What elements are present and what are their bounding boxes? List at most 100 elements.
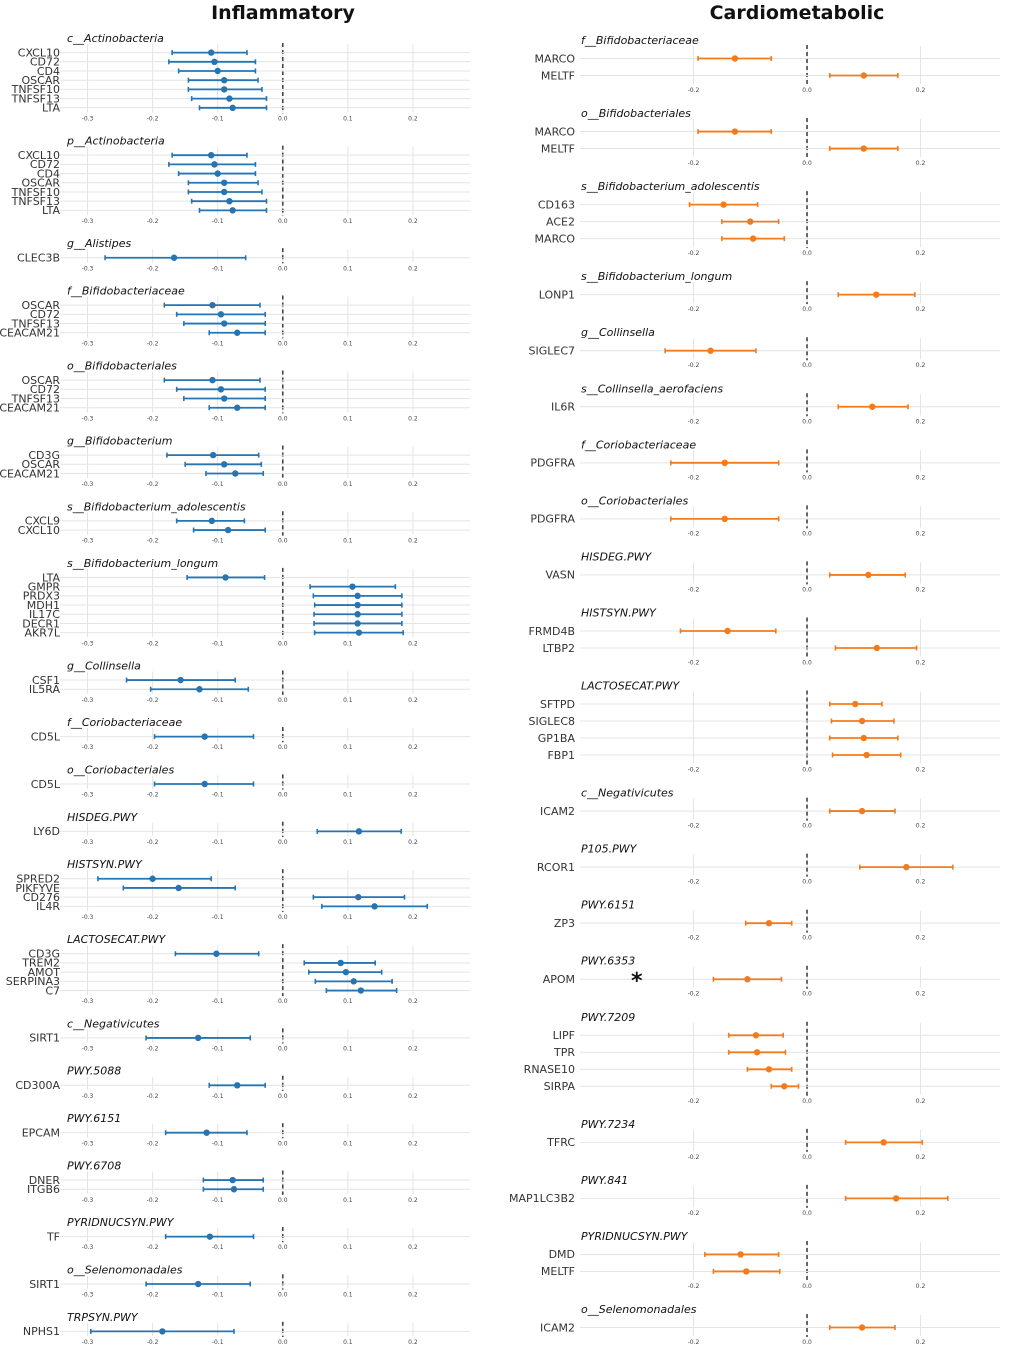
panel-title: s__Bifidobacterium_adolescentis — [581, 180, 760, 193]
y-tick-label: ZP3 — [554, 917, 575, 930]
x-tick-label: -0.2 — [688, 1154, 700, 1161]
point-estimate — [860, 734, 867, 742]
x-tick-label: 0.0 — [278, 218, 288, 225]
y-tick-label: TNFSF10 — [11, 83, 60, 96]
x-tick-label: 0.2 — [916, 879, 926, 886]
y-tick-label: CXCL9 — [25, 515, 60, 528]
inflam-panel-hisdeg-pwy: HISDEG.PWY LY6D -0.3 -0.2 -0.1 0.0 0.1 0.2 — [33, 811, 470, 846]
x-tick-label: 0.2 — [916, 991, 926, 998]
x-tick-label: 0.0 — [802, 160, 812, 167]
point-estimate — [211, 161, 218, 168]
y-tick-label: TFRC — [546, 1136, 575, 1149]
x-tick-label: -0.1 — [212, 340, 224, 347]
y-tick-label: ICAM2 — [540, 805, 575, 818]
y-tick-label: SIRT1 — [29, 1278, 60, 1291]
y-tick-label: PIKFYVE — [15, 882, 60, 895]
x-tick-label: 0.0 — [802, 991, 812, 998]
panel-title: o__Bifidobacteriales — [67, 360, 177, 373]
x-tick-label: 0.1 — [343, 1197, 353, 1204]
x-tick-label: 0.2 — [408, 1197, 418, 1204]
panel-title: HISTSYN.PWY — [581, 606, 657, 619]
x-tick-label: 0.1 — [343, 697, 353, 704]
y-tick-label: TNFSF10 — [11, 186, 60, 199]
y-tick-label: EPCAM — [22, 1126, 60, 1139]
y-tick-label: MARCO — [535, 125, 576, 138]
point-estimate — [743, 1268, 750, 1275]
x-tick-label: -0.2 — [688, 160, 700, 167]
panel-title: HISDEG.PWY — [581, 550, 652, 563]
panel-title: g__Bifidobacterium — [67, 435, 173, 448]
point-estimate — [707, 347, 714, 354]
y-tick-label: AKR7L — [24, 626, 60, 639]
x-tick-label: 0.1 — [343, 1093, 353, 1100]
point-estimate — [731, 55, 739, 62]
x-tick-label: 0.0 — [802, 879, 812, 886]
x-tick-label: 0.2 — [916, 823, 926, 830]
x-tick-label: -0.3 — [82, 265, 94, 272]
x-tick-label: -0.2 — [147, 1339, 159, 1346]
point-estimate — [371, 903, 378, 910]
point-estimate — [213, 950, 220, 957]
inflam-panel-pwy-6151: PWY.6151 EPCAM -0.3 -0.2 -0.1 0.0 0.1 0.2 — [22, 1112, 470, 1147]
point-estimate — [350, 978, 357, 985]
inflam-panel-f-bifidobacteriaceae: f__Bifidobacteriaceae OSCARCD72TNFSF13CEA… — [0, 285, 470, 347]
x-tick-label: 0.2 — [916, 767, 926, 774]
y-tick-label: MELTF — [541, 1265, 575, 1278]
y-tick-label: TNFSF13 — [11, 392, 60, 405]
inflam-panel-c-actinobacteria: c__ActinobacteriaCXCL10CD72CD4OSCARTNFSF… — [11, 32, 470, 122]
x-tick-label: 0.2 — [916, 1339, 926, 1346]
x-tick-label: -0.1 — [212, 1197, 224, 1204]
point-estimate — [194, 1280, 202, 1288]
cardio-panel-o-selenomonadales: o__Selenomonadales ICAM2 -0.2 0.0 0.2 — [540, 1303, 1000, 1346]
x-tick-label: 0.2 — [916, 87, 926, 94]
x-tick-label: 0.2 — [916, 418, 926, 425]
x-tick-label: 0.2 — [916, 474, 926, 481]
x-tick-label: -0.2 — [147, 640, 159, 647]
y-tick-label: RNASE10 — [524, 1063, 575, 1076]
x-tick-label: 0.2 — [916, 1210, 926, 1217]
panel-title: f__Bifidobacteriaceae — [581, 34, 699, 47]
point-estimate — [229, 104, 236, 112]
point-estimate — [355, 893, 362, 901]
point-estimate — [744, 976, 751, 983]
point-estimate — [860, 72, 867, 79]
panel-title: s__Bifidobacterium_longum — [67, 557, 218, 570]
point-estimate — [203, 1129, 210, 1136]
x-tick-label: 0.0 — [278, 265, 288, 272]
point-estimate — [765, 919, 773, 927]
x-tick-label: -0.2 — [147, 744, 159, 751]
x-tick-label: -0.3 — [82, 1093, 94, 1100]
x-tick-label: 0.2 — [916, 935, 926, 942]
x-tick-label: -0.3 — [82, 998, 94, 1005]
x-tick-label: -0.1 — [212, 218, 224, 225]
x-tick-label: 0.1 — [343, 481, 353, 488]
y-tick-label: ITGB6 — [27, 1183, 60, 1196]
panel-title: o__Selenomonadales — [581, 1303, 697, 1316]
y-tick-label: CSF1 — [32, 674, 60, 687]
x-tick-label: 0.1 — [343, 792, 353, 799]
point-estimate — [781, 1083, 788, 1090]
panel-title: LACTOSECAT.PWY — [67, 933, 166, 946]
x-tick-label: 0.2 — [408, 839, 418, 846]
point-estimate — [342, 968, 350, 976]
point-estimate — [209, 301, 216, 309]
x-tick-label: -0.2 — [688, 1339, 700, 1346]
x-tick-label: -0.1 — [212, 1244, 224, 1251]
x-tick-label: -0.3 — [82, 1197, 94, 1204]
x-tick-label: 0.2 — [916, 362, 926, 369]
point-estimate — [209, 451, 217, 459]
cardiometabolic-column: f__Bifidobacteriaceae MARCO MELTF -0.2 0.0 0.… — [509, 34, 1000, 1346]
point-estimate — [220, 86, 228, 93]
x-tick-label: 0.0 — [802, 87, 812, 94]
x-tick-label: 0.0 — [278, 697, 288, 704]
point-estimate — [724, 627, 731, 635]
x-tick-label: 0.0 — [278, 1244, 288, 1251]
x-tick-label: 0.0 — [802, 530, 812, 537]
x-tick-label: 0.0 — [278, 744, 288, 751]
panel-title: f__Coriobacteriaceae — [581, 438, 696, 451]
point-estimate — [217, 311, 225, 318]
x-tick-label: 0.0 — [802, 474, 812, 481]
y-tick-label: CEACAM21 — [0, 467, 60, 480]
point-estimate — [207, 151, 215, 159]
cardio-panel-f-coriobacteriaceae: f__Coriobacteriaceae PDGFRA -0.2 0.0 0.2 — [530, 438, 1000, 481]
